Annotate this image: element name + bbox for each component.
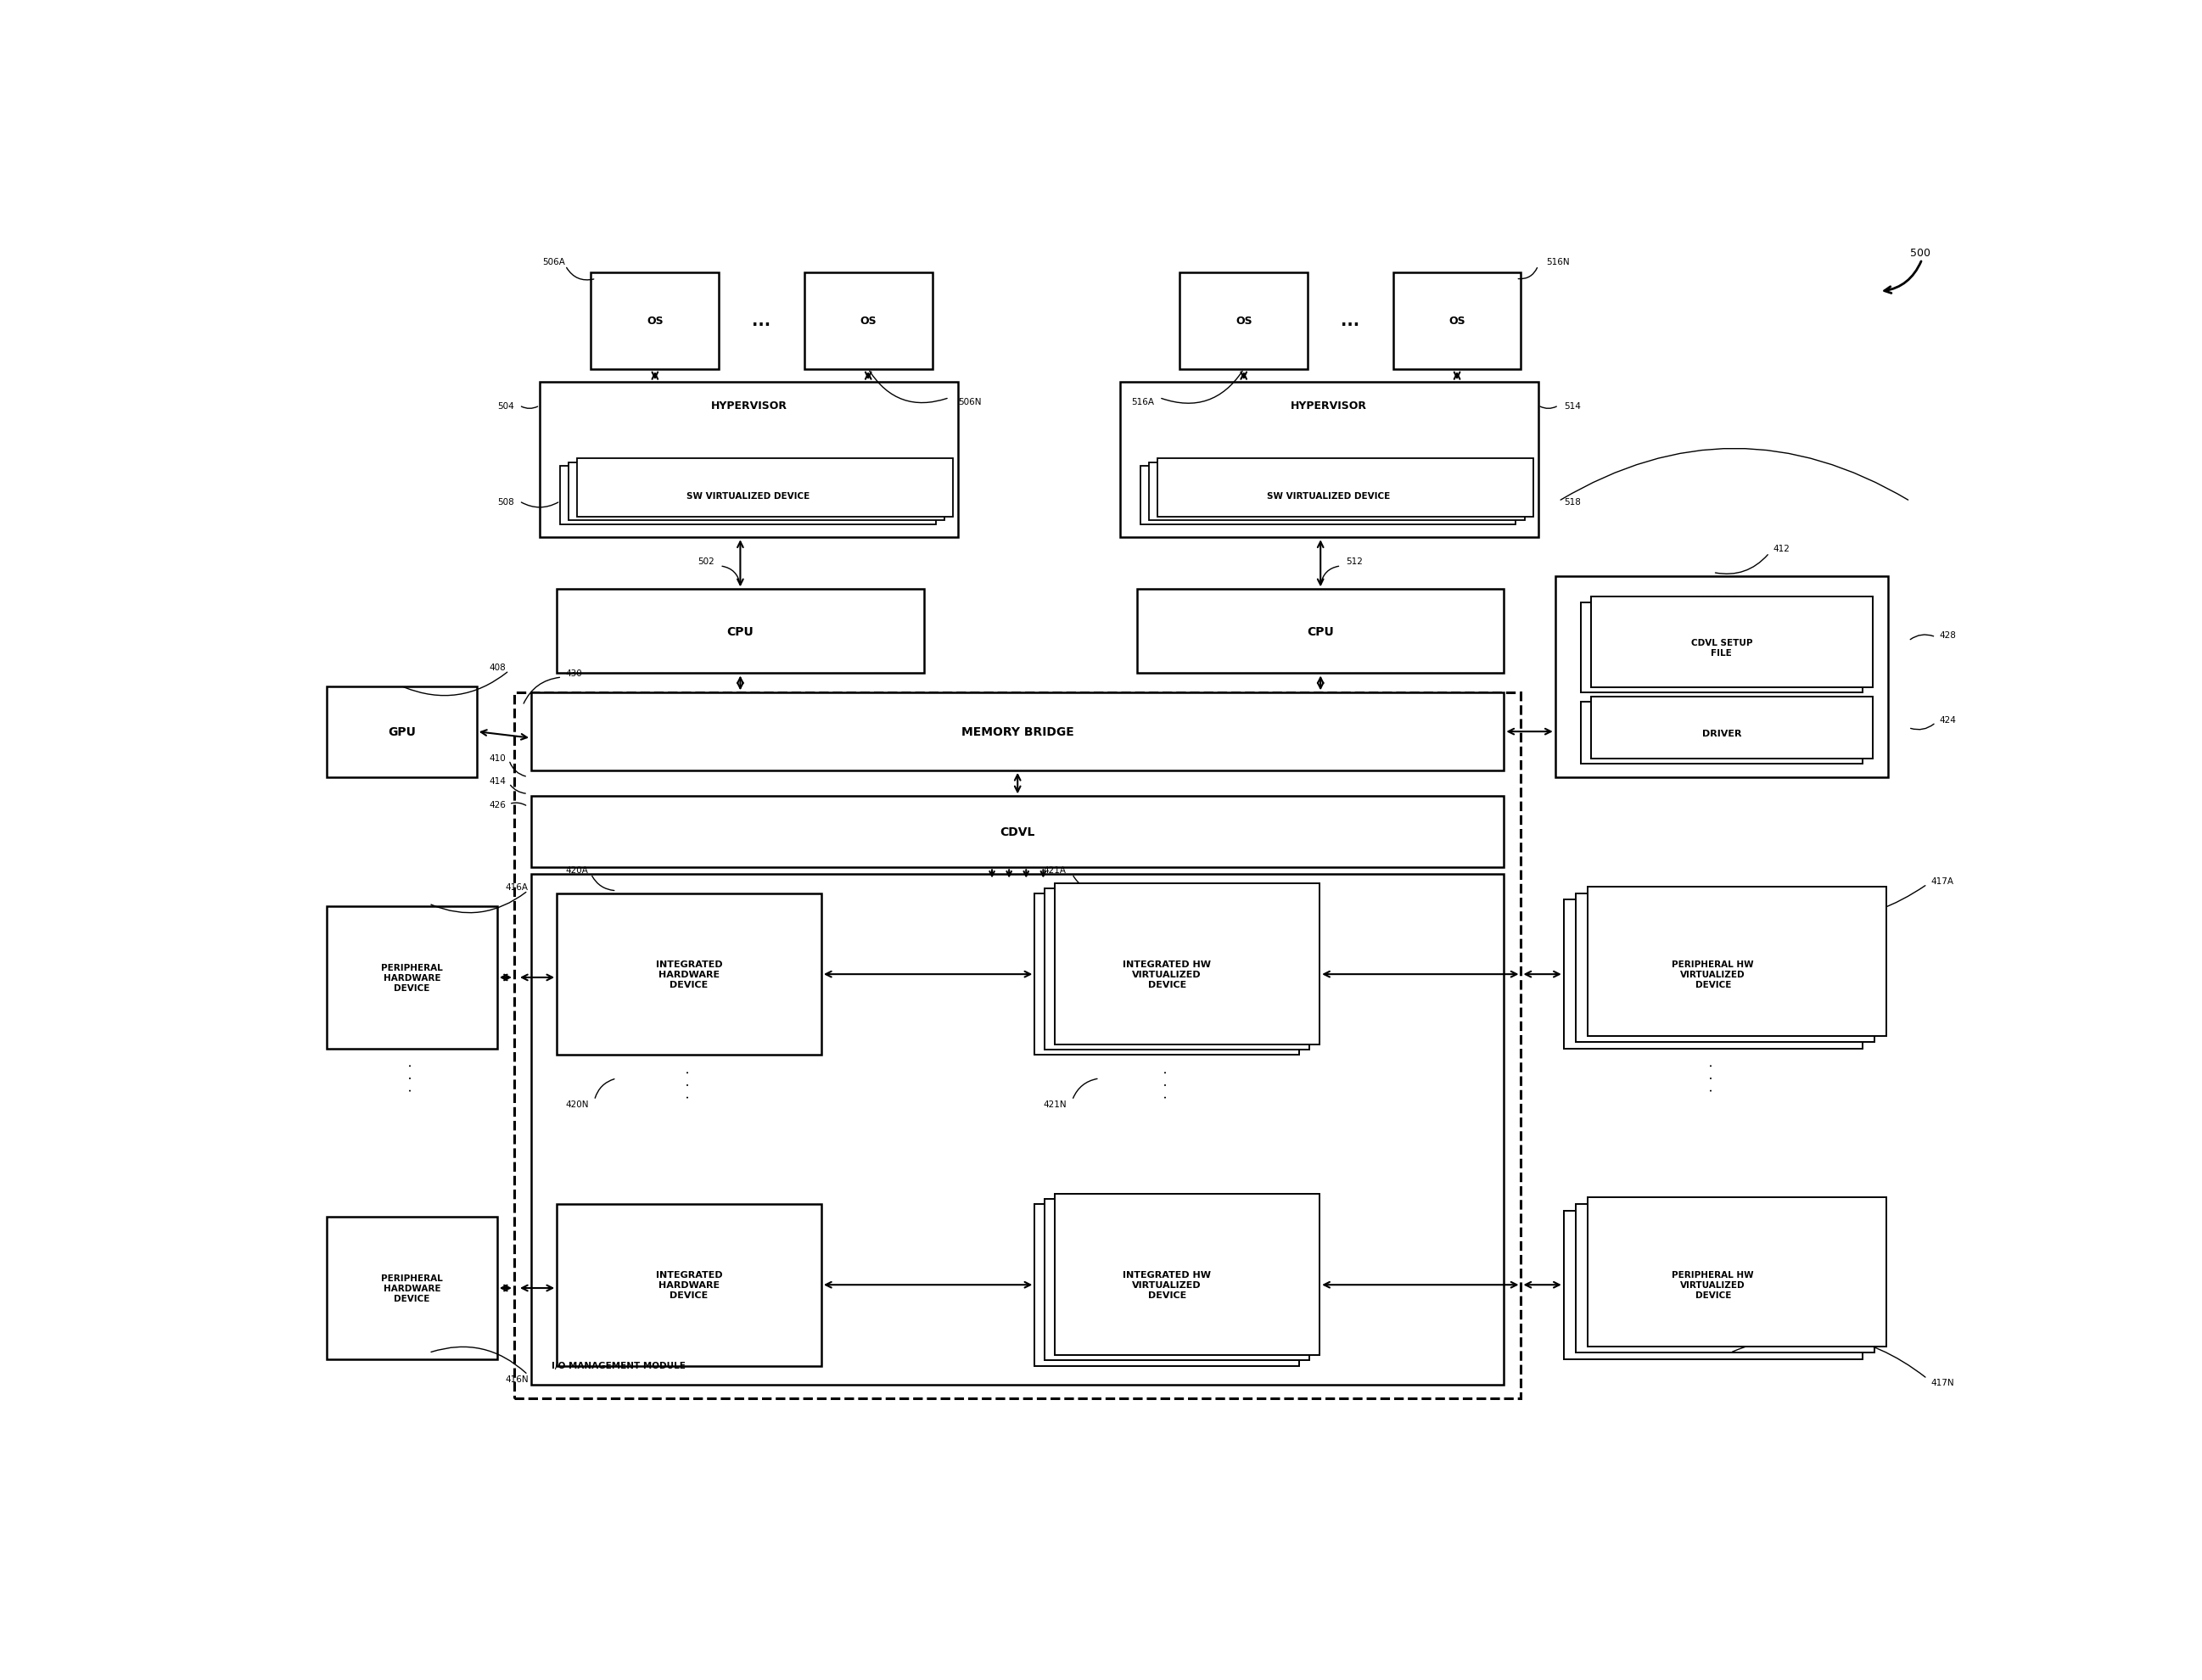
Text: MEMORY: MEMORY [1696,595,1748,605]
Bar [1588,1198,1887,1346]
Text: 508: 508 [498,497,515,506]
Text: ·  ·  ·: · · · [1707,1063,1720,1092]
Bar [804,272,931,370]
Text: GPU: GPU [388,726,416,738]
Bar [1592,697,1872,759]
Bar [1588,887,1887,1037]
Text: OS: OS [647,316,663,328]
Bar [557,590,925,674]
Text: INTEGRATED HW
VIRTUALIZED
DEVICE: INTEGRATED HW VIRTUALIZED DEVICE [1123,959,1211,990]
Bar [1577,894,1874,1042]
Text: CPU: CPU [727,625,753,638]
Text: DRIVER: DRIVER [1702,729,1742,738]
Bar [1577,1205,1874,1352]
Text: OS: OS [861,316,876,328]
Bar [590,272,718,370]
Text: 424: 424 [1940,716,1955,724]
Bar [1055,884,1319,1045]
Bar [1121,383,1537,538]
Text: 420A: 420A [566,867,588,875]
Text: 414: 414 [489,776,506,785]
Text: 516A: 516A [1132,398,1154,407]
Text: HYPERVISOR: HYPERVISOR [1290,400,1367,412]
Text: 420N: 420N [566,1100,588,1109]
Bar [568,464,945,521]
Text: MEMORY BRIDGE: MEMORY BRIDGE [962,726,1075,738]
Text: 426: 426 [489,800,506,808]
Text: ·  ·  ·: · · · [1160,1070,1174,1099]
Bar [1035,894,1299,1055]
Bar [539,383,958,538]
Text: OS: OS [1235,316,1253,328]
Text: 421A: 421A [1044,867,1066,875]
Bar [1046,1200,1310,1361]
Text: CPU: CPU [1308,625,1334,638]
Bar [1592,598,1872,689]
Text: 421N: 421N [1044,1100,1066,1109]
Bar [1046,889,1310,1050]
Bar [559,467,936,524]
Text: ·  ·  ·: · · · [405,1063,418,1092]
Bar [515,694,1522,1398]
Text: 504: 504 [498,402,515,410]
Text: 412: 412 [1773,544,1790,553]
Bar [326,1216,498,1359]
Text: 514: 514 [1563,402,1581,410]
Bar [1035,1205,1299,1366]
Bar [531,694,1504,771]
Text: INTEGRATED
HARDWARE
DEVICE: INTEGRATED HARDWARE DEVICE [656,1270,722,1299]
Bar [326,907,498,1048]
Text: ...: ... [753,312,771,329]
Text: 516N: 516N [1546,259,1570,267]
Text: 506A: 506A [542,259,566,267]
Bar [1555,576,1887,778]
Text: PERIPHERAL HW
VIRTUALIZED
DEVICE: PERIPHERAL HW VIRTUALIZED DEVICE [1671,1270,1755,1299]
Text: 506N: 506N [958,398,982,407]
Text: 512: 512 [1345,558,1363,566]
Text: OS: OS [1449,316,1464,328]
Bar [1180,272,1308,370]
Text: CDVL: CDVL [1000,827,1035,838]
Text: ·  ·  ·: · · · [683,1070,696,1099]
Bar [531,796,1504,869]
Text: 428: 428 [1940,630,1955,638]
Text: 416N: 416N [506,1374,528,1383]
Bar [1563,1211,1863,1359]
Text: 408: 408 [489,664,506,672]
Text: CDVL SETUP
FILE: CDVL SETUP FILE [1691,638,1753,657]
Text: SW VIRTUALIZED DEVICE: SW VIRTUALIZED DEVICE [1266,492,1389,501]
Text: 500: 500 [1911,249,1931,259]
Text: HYPERVISOR: HYPERVISOR [711,400,786,412]
Text: 417N: 417N [1931,1378,1953,1388]
Bar [1149,464,1524,521]
Bar [1158,459,1533,517]
Text: PERIPHERAL
HARDWARE
DEVICE: PERIPHERAL HARDWARE DEVICE [381,963,443,993]
Text: INTEGRATED
HARDWARE
DEVICE: INTEGRATED HARDWARE DEVICE [656,959,722,990]
Bar [1581,702,1863,764]
Text: 417A: 417A [1931,877,1953,885]
Bar [1141,467,1515,524]
Text: SW VIRTUALIZED DEVICE: SW VIRTUALIZED DEVICE [687,492,810,501]
Bar [1563,900,1863,1048]
Bar [1136,590,1504,674]
Text: I/O MANAGEMENT MODULE: I/O MANAGEMENT MODULE [553,1361,685,1369]
Bar [531,874,1504,1386]
Text: 430: 430 [566,670,581,679]
Text: ...: ... [1341,312,1361,329]
Text: 410: 410 [489,754,506,763]
Bar [326,687,476,778]
Bar [577,459,953,517]
Text: 416A: 416A [506,884,528,892]
Text: 502: 502 [698,558,716,566]
Text: PERIPHERAL
HARDWARE
DEVICE: PERIPHERAL HARDWARE DEVICE [381,1273,443,1302]
Bar [557,1205,821,1366]
Bar [1581,603,1863,694]
Bar [1055,1194,1319,1356]
Bar [1394,272,1522,370]
Text: INTEGRATED HW
VIRTUALIZED
DEVICE: INTEGRATED HW VIRTUALIZED DEVICE [1123,1270,1211,1299]
Text: PERIPHERAL HW
VIRTUALIZED
DEVICE: PERIPHERAL HW VIRTUALIZED DEVICE [1671,959,1755,990]
Bar [557,894,821,1055]
Text: 518: 518 [1563,497,1581,506]
